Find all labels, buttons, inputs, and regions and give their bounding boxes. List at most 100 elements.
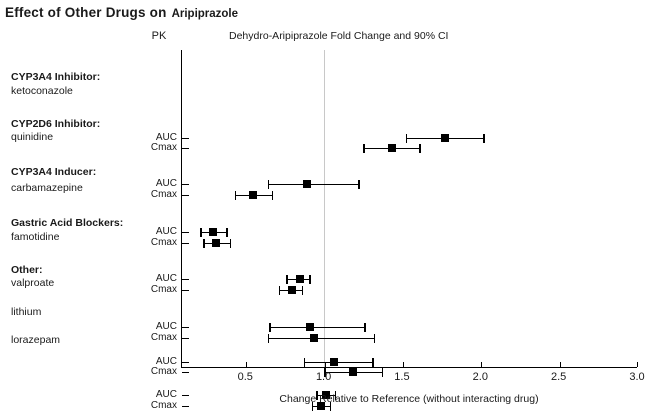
row-axis-tick: [182, 290, 189, 291]
ci-cap-high: [364, 322, 366, 332]
row-axis-tick: [182, 395, 189, 396]
point-estimate-marker: [303, 180, 312, 188]
x-tick-label: 1.0: [315, 371, 332, 383]
param-label-cmax: Cmax: [150, 142, 177, 153]
param-label-auc: AUC: [155, 321, 177, 332]
ci-cap-high: [358, 179, 360, 189]
row-axis-tick: [182, 184, 189, 185]
group-heading: CYP3A4 Inducer:: [11, 166, 97, 178]
fold-change-header: Dehydro-Aripiprazole Fold Change and 90%…: [229, 30, 449, 42]
row-axis-tick: [182, 372, 189, 373]
ci-cap-high: [419, 143, 421, 153]
reference-line: [324, 50, 326, 367]
ci-cap-high: [229, 238, 232, 248]
figure-title-drug: Aripiprazole: [171, 8, 239, 20]
drug-label: valproate: [11, 277, 55, 289]
ci-cap-low: [324, 367, 326, 377]
ci-cap-high: [373, 333, 376, 343]
ci-cap-high: [483, 133, 485, 143]
group-heading: CYP2D6 Inhibitor:: [11, 118, 101, 130]
param-label-cmax: Cmax: [150, 332, 177, 343]
point-estimate-marker: [287, 286, 296, 294]
x-tick-label: 3.0: [629, 371, 645, 383]
row-axis-tick: [182, 406, 189, 407]
ci-cap-low: [267, 333, 270, 343]
ci-cap-high: [372, 357, 374, 367]
point-estimate-marker: [322, 391, 331, 399]
plot-area: [181, 50, 638, 411]
ci-cap-low: [269, 322, 271, 332]
ci-cap-high: [334, 390, 337, 400]
param-label-auc: AUC: [155, 226, 177, 237]
point-estimate-marker: [295, 275, 304, 283]
group-heading: CYP3A4 Inhibitor:: [11, 71, 101, 83]
param-label-cmax: Cmax: [150, 284, 177, 295]
param-label-auc: AUC: [155, 389, 177, 400]
x-axis-tick: [637, 362, 638, 367]
ci-cap-low: [203, 238, 205, 248]
ci-cap-high: [309, 274, 311, 284]
ci-cap-low: [303, 357, 306, 367]
row-axis-tick: [182, 327, 189, 328]
param-label-cmax: Cmax: [150, 366, 177, 377]
drug-label: quinidine: [11, 131, 54, 143]
ci-cap-low: [267, 179, 270, 189]
row-axis-tick: [182, 138, 189, 139]
ci-cap-high: [329, 401, 332, 411]
x-axis-label: Change Relative to Reference (without in…: [279, 393, 539, 405]
point-estimate-marker: [441, 134, 450, 142]
ci-cap-low: [363, 143, 365, 153]
ci-cap-low: [311, 401, 314, 411]
ci-cap-low: [405, 133, 408, 143]
ci-whisker: [304, 361, 374, 363]
drug-label: carbamazepine: [11, 182, 83, 194]
row-axis-tick: [182, 232, 189, 233]
ci-cap-low: [200, 227, 202, 237]
figure-title: Effect of Other Drugs on Aripiprazole: [5, 4, 238, 22]
point-estimate-marker: [317, 402, 326, 410]
x-tick-label: 1.5: [394, 371, 410, 383]
param-label-auc: AUC: [155, 356, 177, 367]
drug-label: famotidine: [11, 231, 60, 243]
pk-column-header: PK: [151, 30, 167, 42]
ci-cap-low: [316, 390, 318, 400]
row-axis-tick: [182, 243, 189, 244]
x-tick-label: 2.5: [550, 371, 567, 383]
ci-cap-low: [286, 274, 288, 284]
point-estimate-marker: [306, 323, 315, 331]
param-label-cmax: Cmax: [150, 400, 177, 411]
point-estimate-marker: [212, 239, 221, 247]
group-heading: Gastric Acid Blockers:: [11, 217, 124, 229]
ci-cap-low: [234, 190, 237, 200]
row-axis-tick: [182, 279, 189, 280]
ci-cap-low: [278, 285, 281, 295]
x-axis-tick: [402, 362, 404, 367]
point-estimate-marker: [330, 358, 338, 366]
point-estimate-marker: [309, 334, 318, 342]
x-axis-tick: [481, 362, 483, 367]
point-estimate-marker: [248, 191, 257, 199]
ci-cap-high: [381, 367, 384, 377]
drug-label: lithium: [11, 306, 42, 318]
drug-label: lorazepam: [11, 334, 61, 346]
param-label-auc: AUC: [155, 132, 177, 143]
row-axis-tick: [182, 195, 189, 196]
figure-title-main: Effect of Other Drugs on: [5, 5, 167, 20]
param-label-auc: AUC: [155, 273, 177, 284]
point-estimate-marker: [348, 368, 357, 376]
ci-cap-high: [271, 190, 274, 200]
x-axis-tick: [324, 362, 326, 367]
x-tick-label: 2.0: [472, 371, 488, 383]
ci-whisker: [269, 326, 366, 328]
point-estimate-marker: [209, 228, 218, 236]
drug-label: ketoconazole: [11, 85, 73, 97]
x-axis-tick: [246, 362, 248, 367]
x-tick-label: 0.5: [237, 371, 253, 383]
param-label-auc: AUC: [155, 178, 177, 189]
point-estimate-marker: [387, 144, 396, 152]
x-axis-tick: [559, 362, 561, 367]
row-axis-tick: [182, 338, 189, 339]
group-heading: Other:: [11, 264, 43, 276]
ci-whisker: [268, 337, 375, 339]
